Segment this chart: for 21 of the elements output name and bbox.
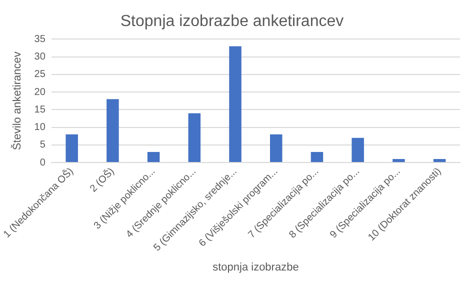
- y-axis-title: Število anketirancev: [10, 51, 24, 150]
- chart-title: Stopnja izobrazbe anketirancev: [120, 13, 344, 30]
- bar: [270, 134, 282, 162]
- bar: [106, 99, 119, 162]
- bar: [352, 138, 364, 162]
- y-tick-label: 20: [34, 86, 46, 98]
- y-tick-label: 30: [34, 52, 46, 63]
- bar: [433, 159, 446, 162]
- y-tick-label: 25: [34, 69, 46, 80]
- bar: [66, 134, 78, 162]
- y-tick-label: 15: [34, 104, 46, 116]
- y-tick-label: 0: [40, 157, 46, 168]
- bar: [392, 159, 405, 162]
- y-tick-label: 35: [34, 34, 46, 45]
- y-tick-label: 5: [40, 140, 46, 151]
- x-axis-title: stopnja izobrazbe: [212, 261, 299, 274]
- bar: [310, 152, 324, 162]
- bar: [229, 46, 242, 162]
- bar: [147, 152, 160, 162]
- bar: [188, 113, 201, 162]
- y-tick-label: 10: [34, 122, 46, 134]
